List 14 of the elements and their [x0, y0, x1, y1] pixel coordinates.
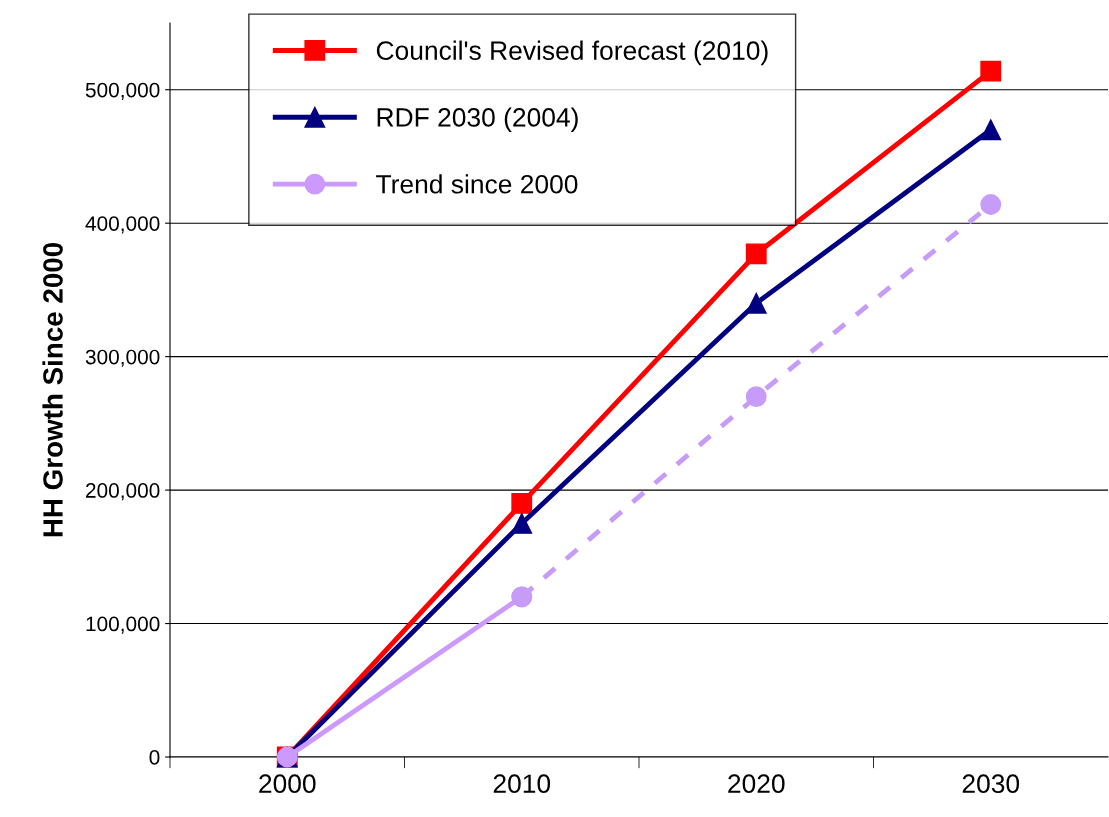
legend-label: Council's Revised forecast (2010) — [376, 40, 768, 66]
y-tick-label: 400,000 — [85, 216, 160, 234]
y-tick-label: 100,000 — [86, 616, 160, 634]
y-tick-label: 0 — [149, 750, 160, 765]
y-tick-label: 200,000 — [86, 483, 160, 501]
y-tick-label: 300,000 — [85, 349, 160, 367]
y-axis-title: HH Growth Since 2000 — [42, 242, 63, 537]
x-tick-label: 2020 — [728, 774, 785, 794]
y-tick-label: 500,000 — [85, 82, 160, 100]
x-tick-label: 2000 — [259, 774, 316, 794]
x-tick-label: 2010 — [493, 774, 551, 794]
legend-label: Trend since 2000 — [376, 174, 578, 194]
x-tick-label: 2030 — [962, 774, 1020, 794]
legend-label: RDF 2030 (2004) — [377, 107, 578, 132]
